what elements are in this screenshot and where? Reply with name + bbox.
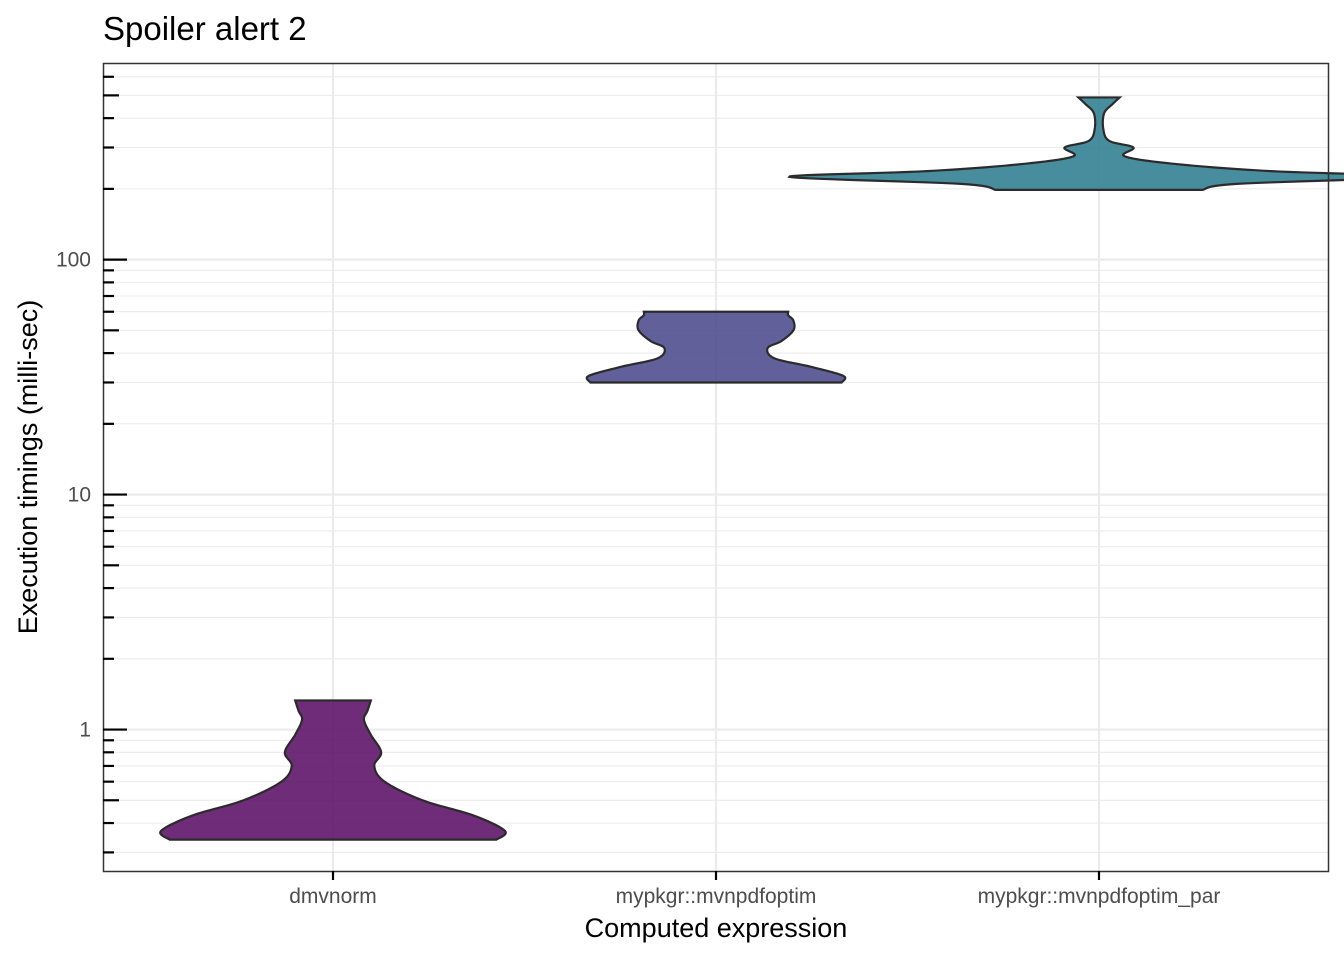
x-tick-label: mypkgr::mvnpdfoptim_par: [978, 885, 1221, 908]
violin-mypkgr-mvnpdfoptim: [585, 310, 847, 384]
y-axis-ticks: 1 10 100: [56, 75, 127, 854]
y-tick-label: 100: [56, 249, 91, 272]
x-tick-label: mypkgr::mvnpdfoptim: [616, 885, 817, 908]
violin-mypkgr-mvnpdfoptim-par: [787, 96, 1344, 191]
y-tick-label: 1: [79, 719, 91, 742]
x-tick-label: dmvnorm: [289, 885, 377, 908]
violin-dmvnorm: [159, 699, 507, 841]
x-axis-ticks: dmvnorm mypkgr::mvnpdfoptim mypkgr::mvnpdf…: [289, 871, 1220, 908]
violin-layer: [159, 96, 1344, 841]
y-axis-title: Execution timings (milli-sec): [13, 300, 43, 635]
x-axis-title: Computed expression: [585, 913, 848, 943]
y-tick-label: 10: [68, 484, 91, 507]
chart-title: Spoiler alert 2: [103, 10, 307, 47]
